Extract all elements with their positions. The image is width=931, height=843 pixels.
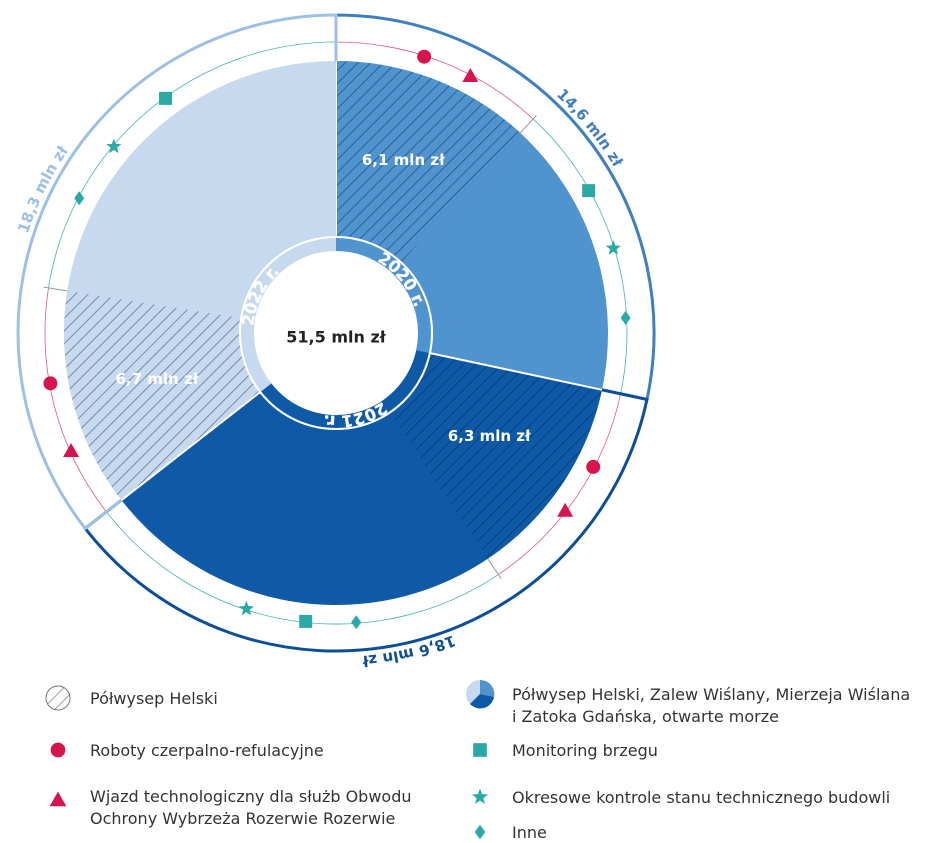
legend-label: Półwysep Helski (90, 689, 218, 708)
total-label-text: 18,6 mln zł (362, 631, 458, 670)
total-label: 14,6 mln zł (553, 85, 626, 170)
tick (487, 558, 502, 579)
icon-star (472, 788, 488, 804)
legend-label: Okresowe kontrole stanu technicznego bud… (512, 788, 890, 807)
icon-triangle (63, 442, 80, 457)
icon-triangle (462, 68, 479, 83)
legend-label: Monitoring brzegu (512, 741, 658, 760)
icon-triangle (557, 502, 574, 517)
icon-circle (50, 742, 66, 758)
icon-circle (586, 459, 601, 474)
ring-red (498, 393, 621, 575)
bracket (83, 388, 649, 653)
icon-star (605, 240, 621, 255)
ring-teal (48, 41, 337, 288)
total-label: 18,3 mln zł (14, 142, 72, 235)
icon-diamond (474, 824, 486, 840)
bracket (16, 13, 338, 531)
legend-pie-a (480, 679, 495, 697)
total-label-text: 18,3 mln zł (14, 142, 72, 235)
ring-teal (106, 511, 499, 625)
icon-diamond (620, 310, 631, 325)
icon-square (582, 184, 596, 198)
icon-circle (417, 49, 432, 64)
value-label: 6,7 mln zł (116, 370, 199, 388)
legend-label: i Zatoka Gdańska, otwarte morze (512, 707, 779, 726)
legend-label: Ochrony Wybrzeża Rozerwie Rozerwie (90, 809, 395, 828)
total-label: 18,6 mln zł (362, 631, 458, 670)
icon-square (159, 91, 173, 105)
icon-circle (43, 376, 58, 391)
legend-label: Inne (512, 823, 547, 842)
icon-triangle (49, 791, 67, 807)
center-label: 51,5 mln zł (286, 328, 386, 347)
legend-pie-b (470, 694, 494, 709)
total-label-text: 14,6 mln zł (553, 85, 626, 170)
year-ring (335, 237, 432, 354)
tick (43, 286, 68, 292)
value-label: 6,1 mln zł (362, 151, 445, 169)
value-label: 6,3 mln zł (448, 427, 531, 445)
year-ring (260, 350, 430, 429)
year-ring-outline (239, 236, 433, 430)
icon-diamond (351, 615, 362, 630)
legend-hatch (46, 686, 70, 710)
ring-red (335, 41, 534, 120)
icon-square (473, 743, 487, 757)
icon-star (238, 600, 254, 616)
icon-diamond (74, 191, 85, 206)
icon-square (299, 614, 313, 628)
legend-label: Wjazd technologiczny dla służb Obwodu (90, 787, 412, 806)
legend-label: Roboty czerpalno-refulacyjne (90, 741, 324, 760)
ring-red (44, 287, 107, 513)
bracket (334, 13, 656, 402)
center (257, 254, 415, 412)
legend-label: Półwysep Helski, Zalew Wiślany, Mierzeja… (512, 685, 910, 704)
icon-star (106, 138, 122, 154)
year-ring (240, 237, 337, 392)
tick (519, 114, 537, 134)
